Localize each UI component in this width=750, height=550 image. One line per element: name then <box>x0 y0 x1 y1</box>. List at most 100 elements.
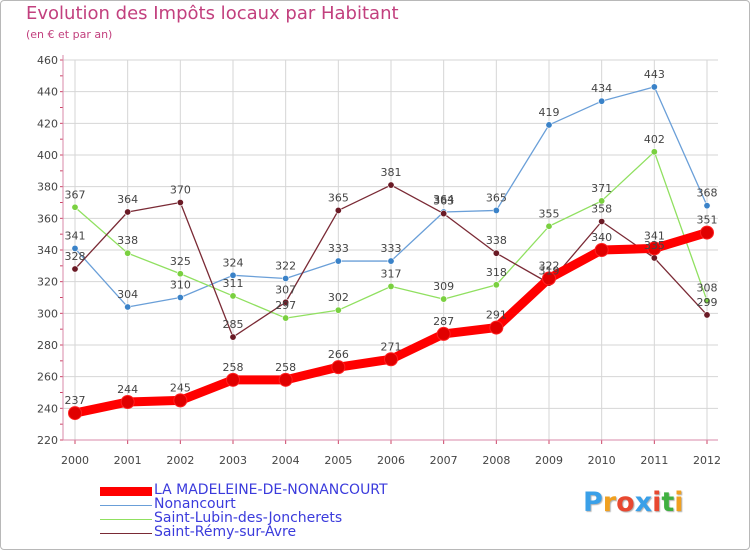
chart-title: Evolution des Impôts locaux par Habitant <box>26 3 399 24</box>
data-point <box>647 241 662 256</box>
data-label: 271 <box>381 340 402 353</box>
data-label: 338 <box>486 234 507 247</box>
data-point <box>176 270 184 278</box>
data-point <box>71 203 79 211</box>
data-label: 419 <box>539 106 560 119</box>
y-tick-label: 260 <box>37 371 58 384</box>
data-point <box>545 222 553 230</box>
x-tick-label: 2001 <box>114 454 142 467</box>
data-label: 443 <box>644 68 665 81</box>
data-point <box>598 97 606 105</box>
x-tick-label: 2009 <box>535 454 563 467</box>
x-tick-label: 2006 <box>377 454 405 467</box>
x-tick-label: 2005 <box>324 454 352 467</box>
data-point <box>440 210 448 218</box>
data-point <box>173 393 188 408</box>
data-point <box>176 293 184 301</box>
data-label: 341 <box>644 229 665 242</box>
data-point <box>71 265 79 273</box>
x-tick-label: 2000 <box>61 454 89 467</box>
data-point <box>229 271 237 279</box>
y-tick-label: 360 <box>37 212 58 225</box>
data-label: 370 <box>170 184 191 197</box>
data-point <box>282 298 290 306</box>
chart-subtitle: (en € et par an) <box>26 28 113 41</box>
y-tick-label: 300 <box>37 307 58 320</box>
y-tick-label: 280 <box>37 339 58 352</box>
chart-series <box>68 83 714 421</box>
data-point <box>384 352 398 367</box>
data-label: 310 <box>170 279 191 292</box>
data-point <box>282 314 290 322</box>
data-label: 363 <box>433 195 454 208</box>
data-point <box>282 274 290 282</box>
data-point <box>124 303 132 311</box>
data-label: 341 <box>65 229 86 242</box>
data-label: 297 <box>275 299 296 312</box>
data-point <box>387 257 395 265</box>
x-tick-label: 2007 <box>430 454 458 467</box>
data-label: 371 <box>591 182 612 195</box>
data-label: 291 <box>486 309 507 322</box>
data-label: 245 <box>170 381 191 394</box>
data-point <box>334 306 342 314</box>
data-label: 335 <box>644 239 665 252</box>
data-label: 364 <box>117 193 138 206</box>
data-point <box>542 271 556 286</box>
y-tick-label: 460 <box>37 54 58 67</box>
legend-label: Saint-Lubin-des-Joncherets <box>154 510 343 526</box>
y-tick-label: 380 <box>37 181 58 194</box>
data-label: 258 <box>223 361 244 374</box>
chart-data-labels: 237 244 245 258 258 266 271 287 291 322 340 341 351 3… <box>65 68 718 407</box>
data-point <box>650 148 658 156</box>
legend-label: Saint-Rémy-sur-Avre <box>154 524 297 540</box>
data-label: 318 <box>486 266 507 279</box>
data-label: 244 <box>117 383 138 396</box>
y-tick-label: 400 <box>37 149 58 162</box>
y-tick-label: 240 <box>37 402 58 415</box>
y-tick-label: 440 <box>37 86 58 99</box>
data-point <box>278 372 293 387</box>
data-point <box>334 206 342 214</box>
proxiti-logo: Proxiti <box>583 487 684 518</box>
y-tick-label: 220 <box>37 434 58 447</box>
data-label: 355 <box>539 207 560 220</box>
data-label: 367 <box>65 188 86 201</box>
data-point <box>703 311 711 319</box>
data-point <box>650 254 658 262</box>
x-tick-label: 2002 <box>166 454 194 467</box>
data-label: 434 <box>591 82 612 95</box>
x-tick-label: 2004 <box>272 454 300 467</box>
data-point <box>331 360 346 375</box>
data-point <box>226 372 240 387</box>
data-label: 317 <box>381 267 402 280</box>
data-point <box>387 181 395 189</box>
data-label: 266 <box>328 348 349 361</box>
data-point <box>436 326 451 341</box>
data-label: 304 <box>117 288 138 301</box>
data-label: 287 <box>433 315 454 328</box>
data-point <box>489 320 504 335</box>
data-point <box>598 218 606 226</box>
data-label: 358 <box>591 203 612 216</box>
data-label: 365 <box>328 191 349 204</box>
data-point <box>492 206 500 214</box>
data-label: 307 <box>275 283 296 296</box>
y-tick-label: 320 <box>37 276 58 289</box>
data-point <box>703 202 711 210</box>
data-label: 324 <box>223 256 244 269</box>
x-tick-label: 2008 <box>482 454 510 467</box>
data-label: 365 <box>486 191 507 204</box>
data-point <box>387 282 395 290</box>
data-label: 338 <box>117 234 138 247</box>
data-label: 237 <box>65 394 86 407</box>
data-label: 328 <box>65 250 86 263</box>
data-point <box>440 295 448 303</box>
data-label: 381 <box>381 166 402 179</box>
data-point <box>492 249 500 257</box>
data-label: 309 <box>433 280 454 293</box>
legend-swatch <box>100 533 152 534</box>
data-point <box>124 208 132 216</box>
data-label: 285 <box>223 318 244 331</box>
